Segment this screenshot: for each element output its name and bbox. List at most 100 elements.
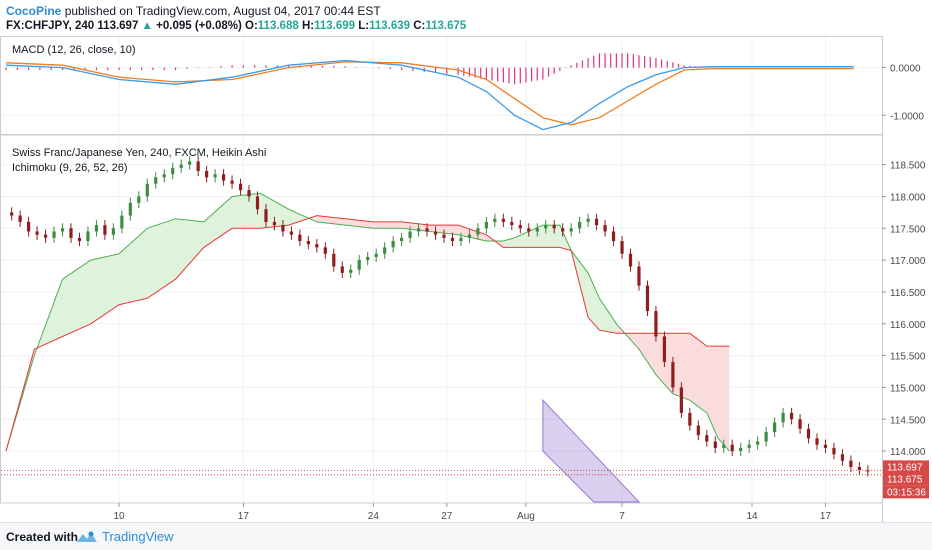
candle-body[interactable] [866,470,870,472]
ichimoku-span-b[interactable] [5,215,730,452]
candle-body[interactable] [594,218,599,226]
candle-body[interactable] [272,221,277,226]
candle-body[interactable] [603,225,607,232]
candle-body[interactable] [459,237,463,242]
candle-body[interactable] [86,231,90,242]
candle-body[interactable] [789,412,794,420]
macd-signal-line[interactable] [5,61,854,126]
candle-body[interactable] [383,247,387,254]
candle-body[interactable] [620,241,624,254]
candle-body[interactable] [739,447,743,452]
candle-body[interactable] [781,412,785,423]
candle-body[interactable] [654,311,658,337]
candle-body[interactable] [171,167,175,175]
candle-body[interactable] [611,231,616,242]
candle-body[interactable] [120,215,124,229]
candle-body[interactable] [145,183,149,197]
candle-body[interactable] [730,444,734,452]
candle-body[interactable] [374,253,378,257]
candle-body[interactable] [230,180,234,184]
candle-body[interactable] [340,266,344,273]
candle-body[interactable] [501,218,505,222]
price-pane[interactable] [1,156,882,503]
candle-body[interactable] [747,444,751,448]
candle-body[interactable] [510,221,514,226]
candle-body[interactable] [400,237,404,242]
candle-body[interactable] [857,466,861,471]
candle-body[interactable] [179,164,183,168]
candle-body[interactable] [705,435,709,442]
candle-body[interactable] [238,183,243,191]
candle-body[interactable] [578,221,582,229]
tradingview-logo-icon[interactable] [76,530,98,544]
candle-body[interactable] [569,228,573,232]
candle-body[interactable] [849,460,853,467]
candle-body[interactable] [467,234,472,238]
author-link[interactable]: CocoPine [6,4,62,18]
candle-body[interactable] [535,228,539,232]
candle-body[interactable] [18,215,22,222]
candle-body[interactable] [221,174,226,181]
candle-body[interactable] [561,228,565,232]
candle-body[interactable] [188,161,192,165]
candle-body[interactable] [366,256,370,261]
candle-body[interactable] [323,247,327,254]
candle-body[interactable] [518,225,522,229]
candle-body[interactable] [798,419,802,429]
candle-body[interactable] [645,285,650,312]
candle-body[interactable] [27,221,31,232]
candle-body[interactable] [77,237,82,242]
candle-body[interactable] [196,161,200,172]
candle-body[interactable] [306,241,310,245]
candle-body[interactable] [298,234,302,242]
candle-body[interactable] [289,231,294,235]
candle-body[interactable] [442,234,446,238]
candle-body[interactable] [679,387,683,413]
candle-body[interactable] [408,231,412,238]
candle-body[interactable] [544,225,548,229]
candle-body[interactable] [637,266,641,286]
candle-body[interactable] [205,171,209,178]
candle-body[interactable] [586,218,590,222]
chart-canvas[interactable]: 118.500 118.000 117.500 117.000 116.500 116.0… [0,36,932,522]
candle-body[interactable] [713,441,717,448]
candle-body[interactable] [450,237,455,242]
candle-body[interactable] [823,444,828,448]
candle-body[interactable] [391,241,395,248]
candle-body[interactable] [527,228,531,232]
candle-body[interactable] [832,447,836,455]
candle-body[interactable] [425,228,429,232]
candle-body[interactable] [764,431,768,442]
candle-body[interactable] [773,422,777,432]
candle-body[interactable] [154,177,158,184]
candle-body[interactable] [315,244,319,248]
candle-body[interactable] [484,221,488,229]
candle-body[interactable] [433,231,438,235]
candle-body[interactable] [137,196,141,203]
candle-body[interactable] [688,412,692,426]
candle-body[interactable] [696,425,700,436]
candle-body[interactable] [128,202,132,216]
candle-body[interactable] [662,336,667,362]
candle-body[interactable] [671,361,675,388]
candle-body[interactable] [349,269,353,273]
candle-body[interactable] [416,228,421,232]
candle-body[interactable] [60,228,65,232]
candle-body[interactable] [815,438,819,445]
candle-body[interactable] [69,228,73,238]
tradingview-brand-link[interactable]: TradingView [102,529,174,544]
candle-body[interactable] [806,428,811,439]
candle-body[interactable] [493,218,497,222]
candle-body[interactable] [103,225,107,235]
candle-body[interactable] [264,209,268,222]
candle-body[interactable] [247,190,251,197]
candle-body[interactable] [10,212,14,216]
candle-body[interactable] [111,228,115,235]
candle-body[interactable] [628,253,633,267]
candle-body[interactable] [43,234,48,238]
ichimoku-span-a[interactable] [5,192,730,452]
candle-body[interactable] [35,231,39,235]
candle-body[interactable] [476,228,480,235]
candle-body[interactable] [255,196,260,210]
candle-body[interactable] [162,174,166,178]
